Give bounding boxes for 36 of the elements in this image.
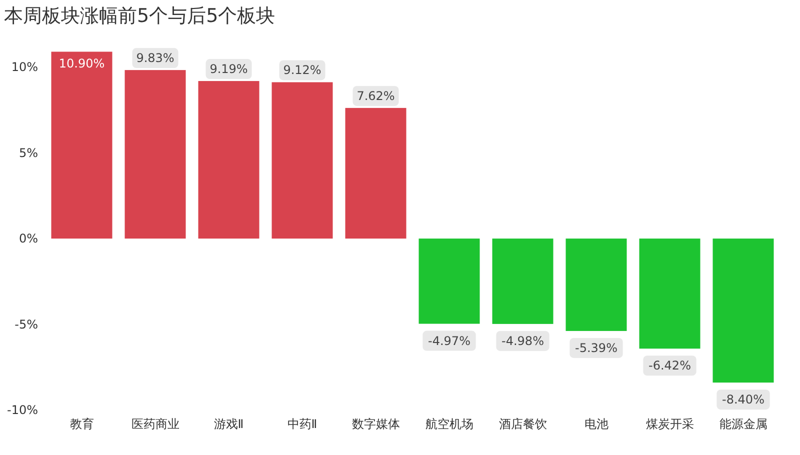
bar bbox=[566, 238, 627, 331]
bar bbox=[712, 238, 774, 383]
x-tick-label: 游戏Ⅱ bbox=[214, 417, 244, 431]
data-label: 9.12% bbox=[283, 63, 322, 78]
bar bbox=[198, 81, 260, 239]
data-label: -4.98% bbox=[502, 334, 544, 348]
y-tick-label: 0% bbox=[18, 232, 38, 246]
y-tick-label: -10% bbox=[6, 403, 38, 417]
x-tick-label: 医药商业 bbox=[131, 417, 180, 431]
y-tick-label: -5% bbox=[14, 317, 38, 332]
x-tick-label: 煤炭开采 bbox=[646, 417, 694, 431]
data-label: -8.40% bbox=[722, 392, 764, 407]
data-label: -6.42% bbox=[648, 358, 691, 373]
data-label: 7.62% bbox=[356, 88, 395, 103]
bar bbox=[51, 52, 112, 239]
bar bbox=[272, 82, 333, 239]
bar bbox=[418, 238, 480, 324]
x-tick-label: 数字媒体 bbox=[352, 417, 400, 431]
x-tick-label: 能源金属 bbox=[719, 417, 768, 431]
x-tick-label: 教育 bbox=[70, 417, 94, 431]
data-label: 9.83% bbox=[136, 51, 174, 66]
x-tick-label: 电池 bbox=[584, 417, 608, 431]
data-label: -4.97% bbox=[428, 334, 470, 348]
x-tick-label: 航空机场 bbox=[425, 417, 474, 431]
data-label: -5.39% bbox=[575, 340, 618, 355]
bar bbox=[345, 108, 406, 239]
x-tick-label: 中药Ⅱ bbox=[287, 417, 318, 431]
bar bbox=[492, 238, 554, 324]
bar bbox=[639, 238, 700, 349]
data-label: 10.90% bbox=[58, 56, 105, 71]
y-tick-label: 10% bbox=[11, 60, 38, 74]
bar bbox=[124, 70, 186, 239]
chart-title: 本周板块涨幅前5个与后5个板块 bbox=[4, 5, 276, 27]
x-tick-label: 酒店餐饮 bbox=[498, 417, 547, 431]
data-label: 9.19% bbox=[210, 62, 248, 76]
y-tick-label: 5% bbox=[18, 146, 38, 160]
